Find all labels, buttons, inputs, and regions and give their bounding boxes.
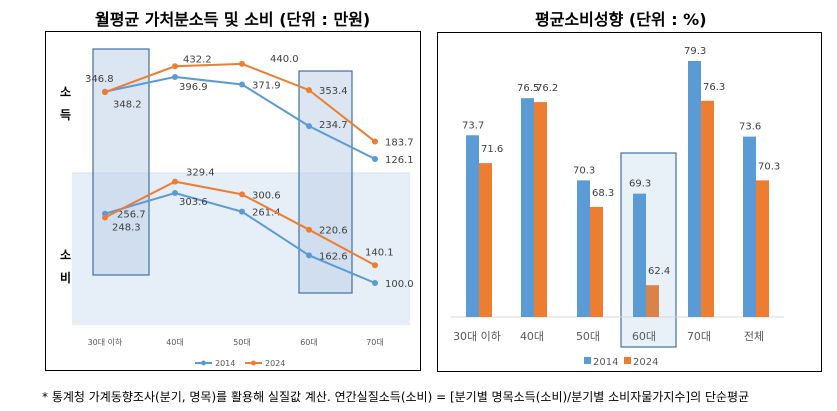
data-label: 71.6 [481, 144, 503, 155]
x-tick-label: 50대 [576, 330, 600, 343]
x-tick-label: 30대 이하 [453, 329, 501, 343]
point-2024-consumption [306, 226, 312, 233]
point-2014-consumption [172, 190, 178, 197]
legend-label: 2024 [265, 359, 285, 368]
line-chart-title: 월평균 가처분소득 및 소비 (단위 : 만원) [95, 10, 371, 29]
data-label: 162.6 [319, 251, 348, 262]
bar-2014 [521, 98, 534, 317]
data-label: 100.0 [385, 279, 414, 290]
data-label: 62.4 [648, 266, 670, 277]
point-2014-income [372, 156, 378, 162]
data-label: 70.3 [758, 161, 780, 172]
data-label: 79.3 [684, 46, 706, 57]
x-tick-label: 60대 [632, 330, 656, 343]
data-label: 76.3 [703, 82, 725, 93]
point-2024-consumption [239, 191, 245, 198]
point-2024-income [172, 63, 178, 70]
data-label: 76.5 [517, 83, 539, 94]
data-label: 68.3 [592, 188, 614, 199]
bar-2014 [743, 136, 756, 317]
bar-chart-panel [437, 32, 822, 372]
point-2014-income [172, 73, 178, 80]
data-label: 353.4 [319, 86, 348, 97]
data-label: 73.7 [462, 120, 484, 131]
x-tick-label: 60대 [300, 338, 318, 347]
data-label: 432.2 [183, 54, 212, 65]
legend-label: 2014 [215, 359, 235, 368]
bar-chart-title: 평균소비성향 (단위 : %) [535, 10, 707, 29]
bar-2024 [479, 163, 492, 317]
consumption-panel-label: 비 [60, 270, 71, 285]
data-label: 303.6 [179, 197, 208, 208]
x-tick-label: 30대 이하 [88, 337, 123, 347]
x-tick-label: 40대 [166, 338, 184, 347]
data-label: 371.9 [252, 81, 281, 92]
bar-2024 [646, 285, 659, 317]
legend-marker-2024 [251, 360, 256, 366]
data-label: 396.9 [179, 82, 208, 93]
point-2024-consumption [102, 214, 108, 221]
x-tick-label: 70대 [687, 330, 711, 343]
legend-swatch-2014 [584, 357, 591, 364]
legend-label: 2014 [593, 357, 618, 368]
income-panel-label: 소 [60, 85, 71, 99]
point-2014-consumption [306, 252, 312, 259]
legend-label: 2024 [633, 357, 658, 368]
bar-2024 [590, 206, 603, 317]
data-label: 183.7 [385, 138, 414, 149]
data-label: 300.6 [252, 190, 281, 201]
point-2024-income [372, 138, 378, 145]
bar-2024 [756, 180, 769, 317]
data-label: 329.4 [186, 168, 215, 179]
consumption-panel-label: 소 [60, 248, 71, 262]
bar-2014 [688, 61, 701, 317]
footnote: * 통계청 가계동향조사(분기, 명목)를 활용해 실질값 계산. 연간실질소득… [42, 390, 750, 404]
point-2024-income [306, 87, 312, 94]
point-2014-consumption [372, 280, 378, 286]
data-label: 348.2 [113, 100, 142, 111]
point-2024-consumption [372, 262, 378, 269]
x-tick-label: 70대 [366, 338, 384, 347]
data-label: 346.8 [85, 74, 114, 85]
data-label: 69.3 [629, 179, 651, 190]
x-tick-label: 50대 [233, 338, 251, 347]
data-label: 220.6 [319, 226, 348, 237]
point-2014-income [306, 123, 312, 130]
legend-swatch-2024 [624, 357, 631, 364]
bar-2024 [534, 102, 547, 317]
data-label: 126.1 [385, 155, 414, 166]
data-label: 261.4 [252, 208, 281, 219]
data-label: 76.2 [536, 83, 558, 94]
x-tick-label: 40대 [520, 330, 544, 343]
bar-2024 [701, 100, 714, 317]
data-label: 140.1 [365, 247, 394, 258]
point-2024-income [239, 60, 245, 67]
data-label: 256.7 [117, 210, 146, 221]
data-label: 248.3 [112, 222, 141, 233]
x-tick-label: 전체 [744, 330, 764, 343]
bar-2014 [466, 135, 479, 317]
data-label: 234.7 [319, 120, 348, 131]
legend-marker-2014 [201, 360, 206, 366]
income-panel-label: 득 [60, 108, 71, 122]
data-label: 70.3 [573, 165, 595, 176]
bar-2014 [577, 180, 590, 317]
point-2024-income [102, 89, 108, 96]
point-2014-income [239, 81, 245, 88]
data-label: 73.6 [739, 122, 761, 133]
point-2014-consumption [239, 208, 245, 215]
bar-2014 [633, 193, 646, 317]
point-2024-consumption [172, 178, 178, 185]
data-label: 440.0 [270, 54, 299, 65]
line-chart-panel [45, 31, 421, 371]
